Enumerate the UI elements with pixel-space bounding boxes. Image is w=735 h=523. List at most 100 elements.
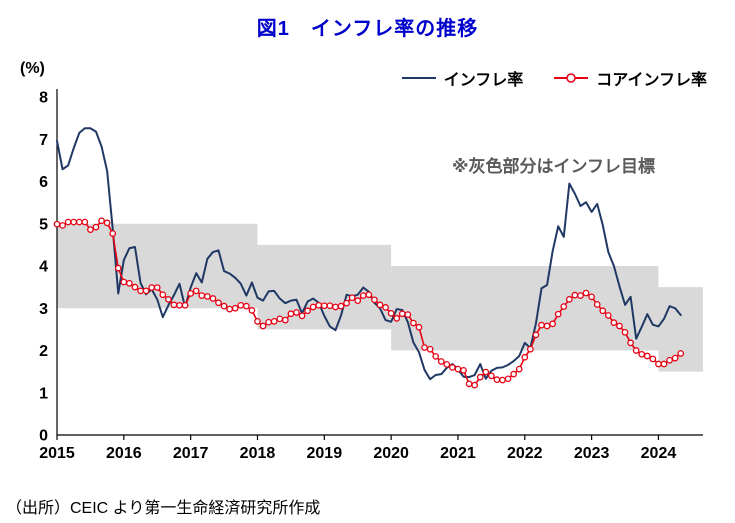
x-tick-label: 2021 xyxy=(440,445,476,462)
core-inflation-marker xyxy=(454,365,462,373)
inflation-target-band xyxy=(391,266,659,351)
core-inflation-marker xyxy=(371,296,378,304)
core-inflation-marker xyxy=(604,312,612,319)
core-inflation-marker xyxy=(404,311,412,318)
core-inflation-marker xyxy=(582,289,590,297)
core-inflation-marker xyxy=(64,218,72,226)
core-inflation-marker xyxy=(538,321,545,329)
x-tick-label: 2022 xyxy=(507,445,543,462)
core-inflation-marker xyxy=(281,316,289,324)
core-inflation-marker xyxy=(643,352,651,360)
core-inflation-marker xyxy=(187,290,195,297)
core-inflation-marker xyxy=(198,292,206,299)
core-inflation-marker xyxy=(165,296,172,303)
y-tick-label: 8 xyxy=(39,90,48,107)
core-inflation-marker xyxy=(660,360,668,368)
core-inflation-marker xyxy=(126,279,133,287)
core-inflation-marker xyxy=(309,303,317,311)
core-inflation-marker xyxy=(632,347,640,354)
legend-line-icon xyxy=(401,77,436,79)
core-inflation-marker xyxy=(449,364,456,371)
core-inflation-marker xyxy=(532,331,540,339)
core-inflation-marker xyxy=(610,319,618,326)
core-inflation-marker xyxy=(315,301,323,309)
core-inflation-marker xyxy=(287,310,295,318)
x-tick-label: 2016 xyxy=(106,445,142,462)
core-inflation-marker xyxy=(504,375,512,383)
core-inflation-marker xyxy=(376,301,384,309)
core-inflation-marker xyxy=(432,353,440,360)
y-axis-unit-label: (%) xyxy=(20,60,45,77)
inflation-target-band xyxy=(658,287,703,372)
core-inflation-marker xyxy=(415,323,423,331)
core-inflation-marker xyxy=(499,376,506,384)
y-tick-label: 4 xyxy=(39,259,48,276)
core-inflation-marker xyxy=(293,309,300,316)
core-inflation-marker xyxy=(332,303,339,311)
core-inflation-marker xyxy=(242,302,250,310)
core-inflation-marker xyxy=(170,301,178,309)
legend-label-inflation: インフレ率 xyxy=(443,72,524,89)
core-inflation-marker xyxy=(465,380,473,388)
chart-title: 図1 インフレ率の推移 xyxy=(256,18,479,40)
core-inflation-marker xyxy=(226,305,233,313)
core-inflation-marker xyxy=(671,354,679,362)
chart-canvas: 0 1 2 3 4 5 6 7 8 2015 2016 2017 2018 2019 2020 2021 202… xyxy=(39,89,703,462)
core-inflation-marker xyxy=(326,302,334,310)
core-inflation-marker xyxy=(588,293,595,301)
core-inflation-marker xyxy=(493,376,501,384)
core-inflation-marker xyxy=(176,301,183,309)
core-inflation-marker xyxy=(554,310,562,318)
core-inflation-marker xyxy=(577,292,584,299)
x-tick-label: 2024 xyxy=(641,445,677,462)
core-inflation-marker xyxy=(204,293,211,300)
core-inflation-marker xyxy=(649,355,657,363)
core-inflation-marker xyxy=(543,322,551,330)
core-inflation-marker xyxy=(382,304,389,311)
core-inflation-marker xyxy=(270,317,278,325)
core-inflation-marker xyxy=(354,297,362,304)
core-inflation-marker xyxy=(237,301,245,309)
core-inflation-marker xyxy=(365,291,373,299)
core-inflation-marker xyxy=(215,299,222,307)
core-inflation-marker xyxy=(298,312,306,320)
x-tick-label: 2023 xyxy=(574,445,610,462)
core-inflation-marker xyxy=(75,218,83,226)
legend-item-core-inflation: コアインフレ率 xyxy=(553,66,707,90)
core-inflation-marker xyxy=(131,283,139,291)
core-inflation-marker xyxy=(81,218,89,226)
core-inflation-marker xyxy=(87,226,94,234)
y-tick-label: 6 xyxy=(39,174,48,191)
core-inflation-marker xyxy=(153,284,161,291)
core-inflation-marker xyxy=(114,264,122,272)
core-inflation-marker xyxy=(142,287,150,295)
core-inflation-marker xyxy=(337,302,345,310)
core-inflation-marker xyxy=(560,303,568,310)
core-inflation-marker xyxy=(593,301,601,308)
core-inflation-marker xyxy=(521,353,529,361)
y-tick-label: 2 xyxy=(39,343,48,360)
core-inflation-marker xyxy=(92,223,100,231)
core-inflation-marker xyxy=(393,315,401,322)
core-inflation-marker xyxy=(120,278,128,286)
core-inflation-marker xyxy=(515,365,523,373)
core-inflation-marker xyxy=(421,344,428,351)
core-inflation-marker xyxy=(426,345,434,353)
core-inflation-marker xyxy=(137,287,144,295)
core-inflation-marker xyxy=(209,295,217,302)
core-inflation-marker xyxy=(677,350,685,357)
core-inflation-marker xyxy=(476,373,484,381)
core-inflation-marker xyxy=(571,291,579,299)
source-note: （出所）CEIC より第一生命経済研究所作成 xyxy=(6,500,321,517)
core-inflation-marker xyxy=(59,222,66,229)
core-inflation-marker xyxy=(443,361,451,368)
core-inflation-marker xyxy=(398,310,406,318)
core-inflation-marker xyxy=(343,299,350,307)
core-inflation-marker xyxy=(510,370,518,378)
y-tick-label: 1 xyxy=(39,385,48,402)
target-band-note: ※灰色部分はインフレ目標 xyxy=(452,157,656,176)
core-inflation-marker xyxy=(549,320,556,328)
core-inflation-marker xyxy=(616,322,623,330)
core-inflation-marker xyxy=(109,230,117,237)
